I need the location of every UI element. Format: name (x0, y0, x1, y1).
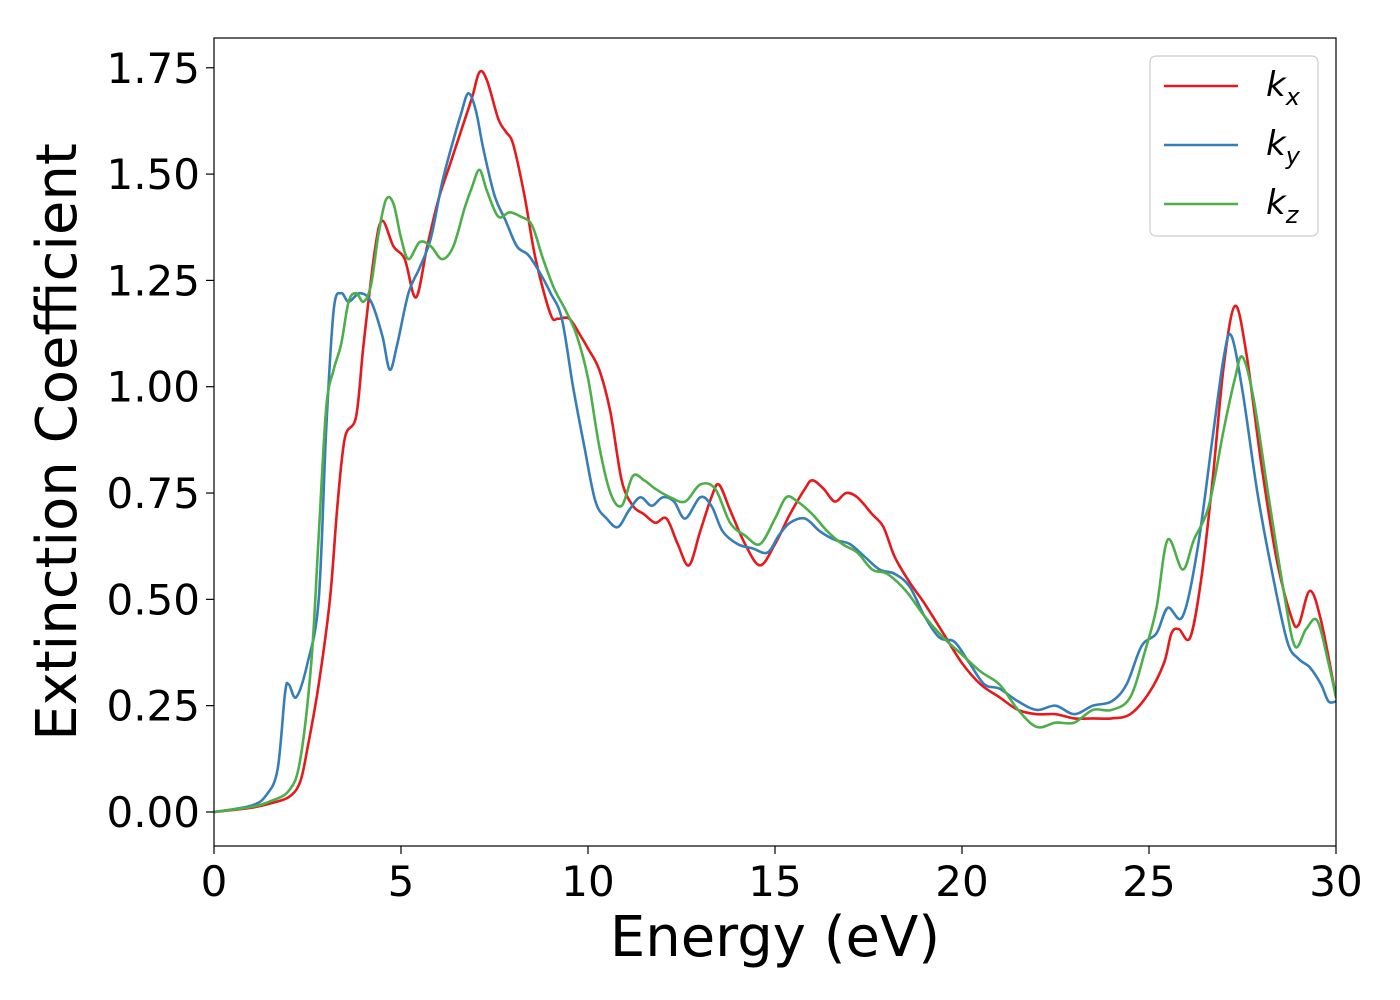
x-tick-label: 0 (201, 857, 228, 906)
y-tick-label: 1.00 (106, 363, 200, 412)
x-tick-label: 5 (388, 857, 415, 906)
y-tick-label: 0.50 (106, 575, 200, 624)
legend-label-base: k (1266, 124, 1287, 164)
legend-label-k-z: kz (1266, 183, 1300, 229)
y-tick-label: 1.75 (106, 44, 200, 93)
series-line-k-z (214, 168, 1336, 814)
x-axis-ticks: 0 5 10 15 20 25 30 (201, 846, 1363, 906)
y-tick-label: 0.00 (106, 788, 200, 837)
x-tick-label: 25 (1122, 857, 1175, 906)
x-axis-title: Energy (eV) (610, 905, 940, 970)
y-tick-label: 0.75 (106, 469, 200, 518)
y-axis-title: Extinction Coefficient (25, 143, 90, 741)
series-lines (214, 69, 1336, 814)
plot-area (213, 37, 1337, 847)
x-tick-label: 15 (748, 857, 801, 906)
x-tick-label: 10 (561, 857, 614, 906)
legend-label-base: k (1266, 183, 1287, 223)
y-tick-label: 0.25 (106, 682, 200, 731)
legend-label-subscript: z (1285, 201, 1300, 229)
y-tick-label: 1.25 (106, 256, 200, 305)
legend-label-k-y: ky (1266, 124, 1301, 170)
x-tick-label: 20 (935, 857, 988, 906)
legend-label-subscript: y (1285, 142, 1301, 170)
y-tick-label: 1.50 (106, 150, 200, 199)
legend-label-subscript: x (1285, 83, 1301, 111)
x-tick-label: 30 (1309, 857, 1362, 906)
legend-label-k-x: kx (1266, 65, 1301, 111)
y-axis-ticks: 0.00 0.25 0.50 0.75 1.00 1.25 1.50 1.75 (106, 44, 214, 837)
legend-label-base: k (1266, 65, 1287, 105)
series-line-k-y (214, 91, 1336, 814)
